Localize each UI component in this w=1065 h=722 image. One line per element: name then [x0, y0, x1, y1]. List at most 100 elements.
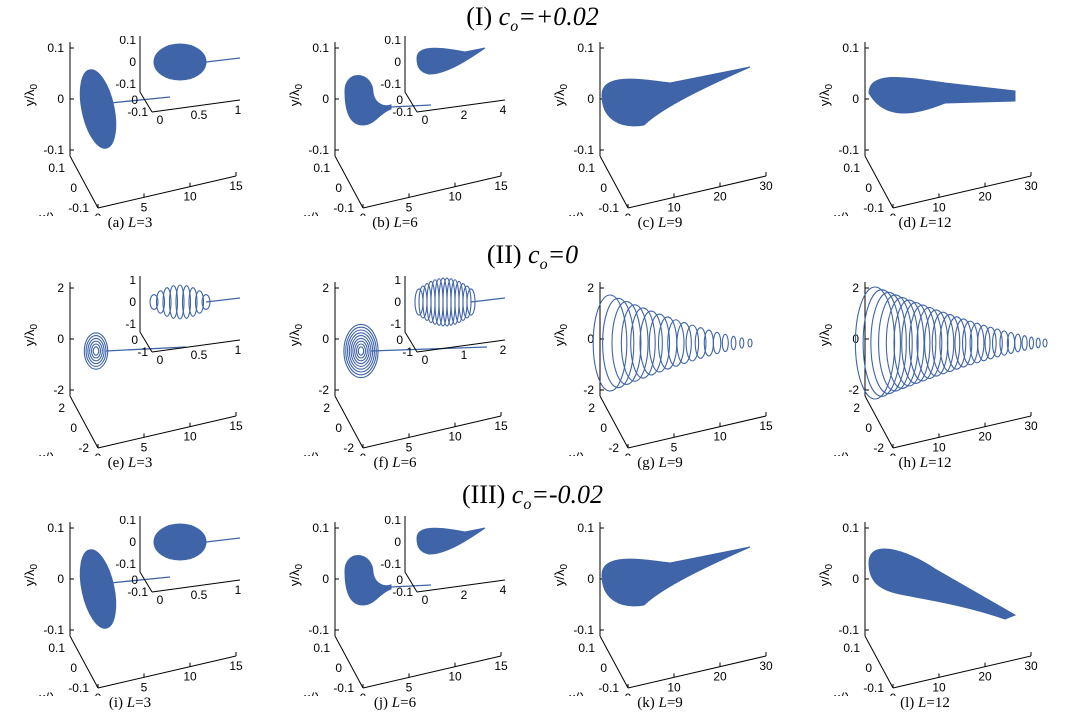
inset-plot: 10-10-10 0.5 1 — [125, 276, 242, 367]
inset-y-tick-label: -1 — [390, 317, 401, 331]
inset-x-tick-label: 0 — [131, 93, 138, 107]
x-axis-line — [334, 395, 364, 449]
row-title-c-symbol: c — [511, 480, 524, 509]
trajectory-loop — [954, 318, 973, 368]
trajectory-loop — [712, 331, 722, 355]
inset-y-tick-label: -0.1 — [115, 77, 136, 91]
inset-trajectory-loop — [168, 285, 179, 319]
z-tick-label: 5 — [141, 200, 148, 214]
trajectory — [601, 546, 751, 607]
y-tick-label: 0.1 — [47, 41, 64, 55]
trajectory-loop — [870, 291, 907, 395]
panel-h: 20-220-20102030y/λ0x/λ0z/λ0(h) L=12 — [795, 276, 1055, 471]
trajectory-loop — [350, 335, 372, 367]
inset-z-tick-label: 0.5 — [191, 588, 208, 602]
inset-x-tick-label: 0 — [396, 333, 403, 347]
y-tick-label: -2 — [583, 383, 594, 397]
trajectory — [868, 77, 1016, 114]
x-axis-line — [69, 635, 99, 689]
x-axis-label: x/λ0 — [834, 450, 857, 456]
trajectory-beam — [105, 346, 187, 352]
row-title-c-symbol: c — [498, 2, 511, 31]
inset-trajectory-teardrop — [416, 527, 486, 555]
z-axis-line — [627, 175, 767, 209]
trajectory-loop — [885, 296, 919, 390]
x-tick-label: 2 — [323, 401, 330, 415]
z-tick-label: 15 — [229, 419, 243, 433]
trajectory-loop — [357, 346, 365, 356]
y-axis-label: y/λ0 — [287, 83, 305, 106]
x-tick-label: -0.1 — [333, 201, 354, 215]
z-tick-label: 0 — [95, 451, 102, 456]
z-tick-label: 15 — [229, 659, 243, 673]
panel-letter: (i) — [108, 695, 127, 711]
panel-l-variable: L — [658, 695, 667, 711]
trajectory-beam — [109, 576, 171, 584]
inset-z-axis-line — [151, 99, 241, 113]
z-tick-label: 5 — [141, 680, 148, 694]
inset-trajectory-disk — [153, 523, 207, 561]
x-tick-label: 0.1 — [48, 641, 65, 655]
z-tick-label: 5 — [406, 440, 413, 454]
panel-l-variable: L — [391, 695, 401, 711]
panel-letter: (j) — [373, 695, 392, 711]
trajectory — [79, 549, 171, 629]
z-tick-label: 15 — [494, 179, 508, 193]
y-tick-label: 0.1 — [842, 521, 859, 535]
y-tick-label: -0.1 — [573, 143, 594, 157]
panel-g: 20-220-2051015y/λ0x/λ0z/λ0(g) L=9 — [530, 276, 790, 471]
y-tick-label: 0.1 — [842, 41, 859, 55]
inset-trajectory-teardrop — [416, 47, 486, 75]
panel-caption: (b) L=6 — [265, 215, 525, 232]
panel-l-variable: L — [658, 215, 667, 231]
inset-z-tick-label: 1 — [235, 103, 242, 117]
trajectory-loop — [648, 313, 671, 373]
x-axis-line — [599, 395, 629, 449]
inset-x-tick-label: -1 — [137, 345, 148, 359]
row-title-1: (I) co=+0.02 — [0, 2, 1065, 36]
trajectory — [868, 548, 1017, 620]
x-tick-label: -0.1 — [863, 681, 884, 695]
panel-caption: (k) L=9 — [530, 695, 790, 712]
inset-x-tick-label: -0.1 — [392, 585, 413, 599]
panel-letter: (c) — [637, 215, 659, 231]
row-title-numeral: (I) — [466, 2, 493, 31]
inset-y-tick-label: 0.1 — [384, 36, 401, 47]
trajectory-loop — [89, 340, 103, 362]
y-axis-label: y/λ0 — [287, 563, 305, 586]
inset-z-tick-label: 4 — [500, 103, 507, 117]
trajectory — [79, 69, 171, 149]
panel-letter: (k) — [637, 695, 659, 711]
trajectory-loop — [739, 337, 745, 349]
axes-3d: 20-220-2051015y/λ0x/λ0z/λ0 — [22, 281, 243, 456]
inset-x-tick-label: 0 — [396, 93, 403, 107]
panel-caption: (e) L=3 — [0, 455, 260, 472]
z-tick-label: 0 — [625, 211, 632, 216]
row-title-c-subscript: o — [523, 496, 532, 514]
axes-3d: 20-220-2051015y/λ0x/λ0z/λ0 — [552, 281, 773, 456]
trajectory-loop — [1035, 337, 1041, 349]
inset-plot: 0.10-0.10-0.10 2 4 — [380, 36, 507, 127]
panel-letter: (g) — [637, 455, 659, 471]
trajectory-loop — [999, 330, 1009, 356]
z-tick-label: 20 — [978, 190, 992, 204]
z-tick-label: 0 — [360, 451, 367, 456]
x-tick-label: 0 — [865, 661, 872, 675]
z-tick-label: 30 — [1024, 659, 1038, 673]
y-tick-label: -0.1 — [308, 143, 329, 157]
panel-l-value: =3 — [136, 455, 153, 471]
row-title-3: (III) co=-0.02 — [0, 480, 1065, 514]
inset-x-tick-label: -0.1 — [392, 105, 413, 119]
y-tick-label: 2 — [322, 281, 329, 295]
panel-k: 0.10-0.10.10-0.10102030y/λ0x/λ0z/λ0(k) L… — [530, 516, 790, 711]
x-tick-label: -2 — [78, 441, 89, 455]
panel-j: 0.10-0.10.10-0.1051015y/λ0x/λ0z/λ00.10-0… — [265, 516, 525, 711]
y-tick-label: 0 — [57, 332, 64, 346]
z-axis-line — [97, 175, 237, 209]
x-axis-label: x/λ0 — [304, 210, 327, 216]
trajectory-loop — [630, 307, 656, 379]
trajectory — [343, 323, 488, 379]
x-axis-line — [599, 155, 629, 209]
trajectory-loop — [747, 338, 753, 348]
